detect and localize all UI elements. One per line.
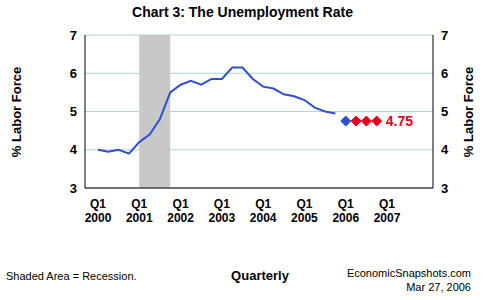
svg-text:4.75: 4.75 — [386, 113, 413, 129]
html-text:Chart 3: The Unemployment Rate: Chart 3: The Unemployment Rate — [132, 4, 353, 20]
html-text:% Labor Force: % Labor Force — [8, 66, 24, 158]
svg-text:Q12007: Q12007 — [374, 197, 401, 225]
svg-text:Q12000: Q12000 — [85, 197, 112, 225]
svg-text:5: 5 — [70, 104, 77, 119]
svg-text:7: 7 — [441, 28, 448, 43]
svg-text:Q12002: Q12002 — [167, 197, 194, 225]
svg-text:5: 5 — [441, 104, 448, 119]
svg-text:Q12006: Q12006 — [332, 197, 359, 225]
html-text:Mar 27, 2006: Mar 27, 2006 — [406, 281, 471, 293]
svg-text:3: 3 — [441, 181, 448, 196]
svg-text:4: 4 — [70, 142, 78, 157]
html-text:EconomicSnapshots.com: EconomicSnapshots.com — [346, 267, 471, 279]
html-text:Quarterly: Quarterly — [231, 268, 289, 283]
svg-text:Q12001: Q12001 — [126, 197, 153, 225]
svg-text:Q12005: Q12005 — [291, 197, 318, 225]
svg-text:6: 6 — [441, 66, 448, 81]
svg-text:Q12004: Q12004 — [250, 197, 277, 225]
svg-text:6: 6 — [70, 66, 77, 81]
svg-text:7: 7 — [70, 28, 77, 43]
svg-text:4: 4 — [441, 142, 449, 157]
svg-text:3: 3 — [70, 181, 77, 196]
svg-text:Q12003: Q12003 — [209, 197, 236, 225]
html-text:Shaded Area = Recession.: Shaded Area = Recession. — [6, 270, 137, 282]
html-text:% Labor Force: % Labor Force — [460, 66, 476, 158]
